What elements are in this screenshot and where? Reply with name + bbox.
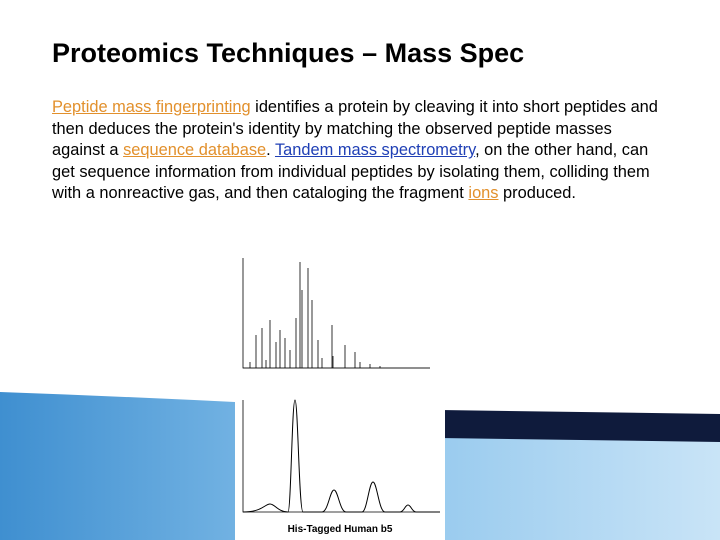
spectrum-top [235,254,433,380]
text: . [266,141,275,160]
navy-strip [440,410,720,442]
slide-title: Proteomics Techniques – Mass Spec [52,38,525,68]
link[interactable]: ions [468,184,499,203]
figure-caption: His-Tagged Human b5 [287,524,393,535]
spectrum-bottom [235,395,445,540]
link[interactable]: Tandem mass spectrometry [274,141,476,160]
link[interactable]: sequence database [123,141,267,160]
text: identifies a protein by cleaving it into… [52,98,658,160]
text: , on the other hand, can get sequence in… [52,141,650,203]
body-text: Peptide mass fingerprinting identifies a… [52,97,662,205]
link[interactable]: Peptide mass fingerprinting [52,98,251,116]
text: produced. [498,184,576,203]
